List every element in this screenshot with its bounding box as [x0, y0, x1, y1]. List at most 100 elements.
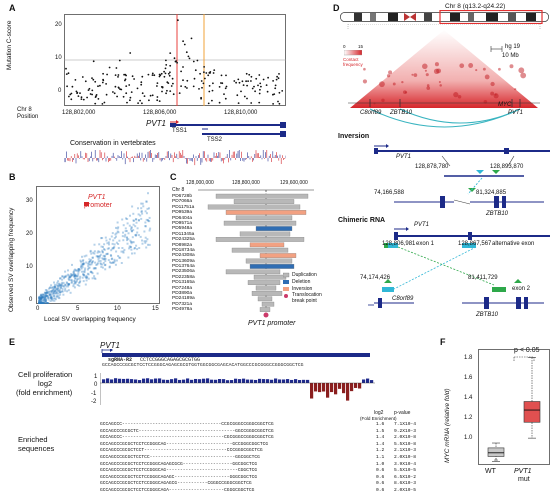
- enrichment-bar: [110, 379, 114, 383]
- sv-frequency-point: [84, 275, 87, 278]
- enrichment-bar: [166, 379, 170, 383]
- panel-a-scatter: [64, 14, 286, 106]
- c-score-point: [168, 74, 171, 77]
- c-score-point: [112, 91, 114, 93]
- c-score-point: [128, 84, 131, 86]
- panel-a-ylabel: Mutation C-score: [6, 20, 13, 71]
- sample-label: PD18734a: [172, 247, 195, 253]
- sv-frequency-point: [45, 298, 48, 301]
- enriched-pvalue: 2.0X10-8: [394, 435, 417, 441]
- enrichment-bar: [246, 379, 250, 383]
- sv-frequency-point: [38, 300, 41, 303]
- sv-frequency-point: [118, 239, 121, 242]
- panel-e: PVT1 sgRNA-R2 CCTCCGGGCAGAGCGCGTGG GCCAG…: [0, 335, 438, 503]
- c-score-point: [89, 93, 92, 95]
- sv-frequency-point: [38, 296, 41, 299]
- sv-frequency-point: [102, 258, 105, 261]
- enriched-log2: 1.2: [376, 448, 385, 454]
- sv-frequency-point: [44, 300, 47, 303]
- panel-c-footer: PVT1 promoter: [248, 320, 296, 327]
- sv-frequency-point: [40, 300, 43, 303]
- sv-frequency-point: [65, 274, 68, 277]
- sv-frequency-point: [84, 283, 87, 286]
- enrichment-bar: [306, 379, 310, 383]
- sv-frequency-point: [41, 301, 44, 304]
- sv-frequency-point: [40, 302, 43, 304]
- sv-frequency-point: [38, 298, 41, 301]
- sv-frequency-point: [47, 295, 50, 298]
- enriched-row: GCCAGCCCGCGCTCCTCCGGGCAG----------------…: [100, 468, 435, 475]
- sv-frequency-point: [130, 230, 133, 233]
- c-score-point: [272, 103, 274, 105]
- sv-frequency-point: [82, 263, 85, 266]
- sv-frequency-point: [108, 265, 111, 268]
- enrichment-bar: [138, 380, 142, 383]
- sv-frequency-point: [69, 291, 72, 294]
- enrichment-bar: [262, 379, 266, 383]
- sv-frequency-point: [63, 285, 65, 288]
- sv-frequency-point: [96, 262, 99, 265]
- panel-a-gene-model: [170, 120, 286, 137]
- sv-frequency-point: [123, 235, 126, 238]
- sv-frequency-point: [49, 300, 52, 302]
- sv-frequency-point: [40, 297, 43, 300]
- sv-frequency-point: [144, 225, 147, 228]
- sv-frequency-point: [101, 249, 104, 252]
- c-score-point: [200, 97, 203, 100]
- c-score-point: [65, 67, 67, 70]
- c-score-point: [87, 89, 90, 91]
- panel-c-xtick-3: 129,600,000: [280, 180, 308, 186]
- sv-frequency-point: [46, 302, 49, 304]
- sv-frequency-point: [146, 238, 149, 241]
- sv-frequency-point: [68, 283, 71, 286]
- c-score-point: [208, 72, 211, 74]
- enriched-seq: GCCAGCCC--------------------------------…: [100, 422, 274, 427]
- sv-frequency-point: [42, 299, 45, 302]
- enrichment-bar: [370, 380, 374, 383]
- c-score-point: [246, 84, 249, 87]
- sv-frequency-point: [59, 291, 62, 294]
- chim-c8orf89-label: C8orf89: [392, 296, 414, 302]
- enriched-log2: 1.5: [376, 428, 385, 434]
- sv-frequency-point: [53, 281, 55, 284]
- chim-pos4: 81,411,729: [468, 275, 498, 281]
- enrichment-bar: [130, 379, 134, 383]
- sv-bar: [255, 285, 277, 291]
- c-score-point: [67, 72, 70, 75]
- sv-frequency-point: [67, 283, 70, 286]
- sv-frequency-point: [90, 263, 93, 266]
- sv-frequency-point: [117, 226, 120, 229]
- sv-bar: [257, 296, 273, 302]
- c-score-point: [133, 78, 135, 80]
- sv-frequency-point: [64, 275, 67, 278]
- c-score-point: [208, 85, 211, 87]
- panel-letter-d: D: [333, 3, 340, 13]
- sv-frequency-point: [82, 263, 85, 266]
- c-score-point: [71, 85, 74, 88]
- sv-frequency-point: [91, 261, 94, 264]
- sv-bar: [253, 274, 287, 280]
- sv-frequency-point: [112, 239, 115, 242]
- sv-bar: [223, 220, 297, 226]
- c-score-point: [182, 79, 184, 82]
- c-score-point: [221, 82, 224, 85]
- enriched-row: GCCAGCCCGCGCTCCTCCGGGCAG----------------…: [100, 442, 435, 449]
- contact-legend-label2: frequency: [343, 62, 363, 67]
- sv-frequency-point: [124, 230, 127, 233]
- sv-frequency-point: [83, 255, 86, 258]
- sv-frequency-point: [44, 300, 47, 303]
- enrichment-bar: [142, 378, 146, 383]
- c-score-point: [140, 81, 143, 84]
- c-score-point: [143, 95, 146, 97]
- sv-frequency-point: [74, 274, 77, 277]
- sv-frequency-point: [56, 288, 59, 291]
- sv-frequency-point: [131, 241, 134, 244]
- sv-frequency-point: [57, 280, 60, 283]
- sample-label: PD8982a: [172, 242, 193, 248]
- sv-frequency-point: [90, 259, 93, 261]
- sv-frequency-point: [128, 224, 131, 227]
- panel-b-ytick-0: 0: [29, 297, 33, 303]
- sv-frequency-point: [53, 289, 56, 292]
- sv-frequency-point: [47, 302, 50, 304]
- sv-frequency-point: [123, 248, 126, 251]
